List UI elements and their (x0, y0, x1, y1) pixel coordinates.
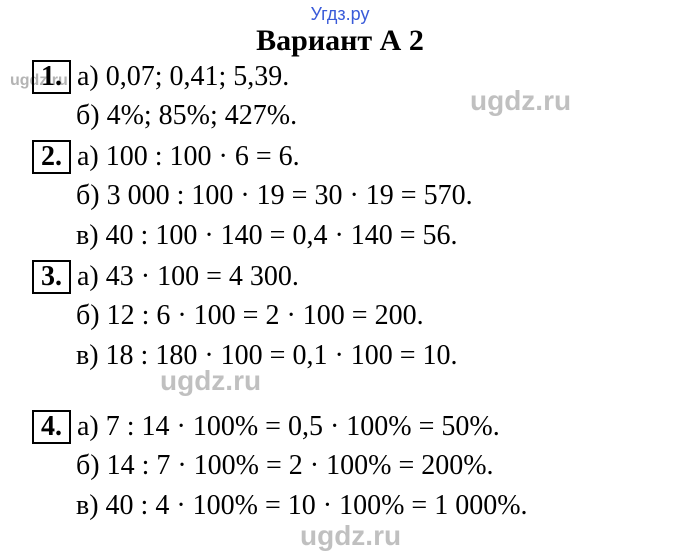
problem-3-line-a: 3.а) 43 · 100 = 4 300. (32, 260, 299, 294)
problem-4-line-a: 4.а) 7 : 14 · 100% = 0,5 · 100% = 50%. (32, 410, 500, 444)
page: Угдз.ру Вариант А 2 ugdz.ru ugdz.ru ugdz… (0, 0, 680, 545)
problem-1-line-a: 1.а) 0,07; 0,41; 5,39. (32, 60, 289, 94)
watermark-1: ugdz.ru (470, 85, 571, 117)
problem-1-line-b: б) 4%; 85%; 427%. (32, 100, 297, 132)
p3-c-text: в) 18 : 180 · 100 = 0,1 · 100 = 10. (76, 340, 458, 371)
p1-a-text: а) 0,07; 0,41; 5,39. (77, 61, 289, 92)
p1-b-text: б) 4%; 85%; 427%. (76, 100, 297, 131)
problem-number-2: 2. (32, 140, 71, 174)
top-source-link: Угдз.ру (311, 4, 370, 25)
problem-2-line-b: б) 3 000 : 100 · 19 = 30 · 19 = 570. (32, 180, 473, 212)
problem-3-line-c: в) 18 : 180 · 100 = 0,1 · 100 = 10. (32, 340, 458, 372)
p2-a-text: а) 100 : 100 · 6 = 6. (77, 141, 300, 172)
problem-3-line-b: б) 12 : 6 · 100 = 2 · 100 = 200. (32, 300, 424, 332)
p4-c-text: в) 40 : 4 · 100% = 10 · 100% = 1 000%. (76, 490, 528, 521)
p2-c-text: в) 40 : 100 · 140 = 0,4 · 140 = 56. (76, 220, 458, 251)
p4-a-text: а) 7 : 14 · 100% = 0,5 · 100% = 50%. (77, 411, 500, 442)
watermark-3: ugdz.ru (300, 520, 401, 552)
problem-4-line-b: б) 14 : 7 · 100% = 2 · 100% = 200%. (32, 450, 494, 482)
p4-b-text: б) 14 : 7 · 100% = 2 · 100% = 200%. (76, 450, 494, 481)
problem-number-1: 1. (32, 60, 71, 94)
p2-b-text: б) 3 000 : 100 · 19 = 30 · 19 = 570. (76, 180, 473, 211)
problem-2-line-a: 2.а) 100 : 100 · 6 = 6. (32, 140, 300, 174)
p3-b-text: б) 12 : 6 · 100 = 2 · 100 = 200. (76, 300, 424, 331)
variant-title: Вариант А 2 (256, 24, 424, 58)
problem-4-line-c: в) 40 : 4 · 100% = 10 · 100% = 1 000%. (32, 490, 528, 522)
problem-2-line-c: в) 40 : 100 · 140 = 0,4 · 140 = 56. (32, 220, 458, 252)
problem-number-4: 4. (32, 410, 71, 444)
problem-number-3: 3. (32, 260, 71, 294)
p3-a-text: а) 43 · 100 = 4 300. (77, 261, 299, 292)
